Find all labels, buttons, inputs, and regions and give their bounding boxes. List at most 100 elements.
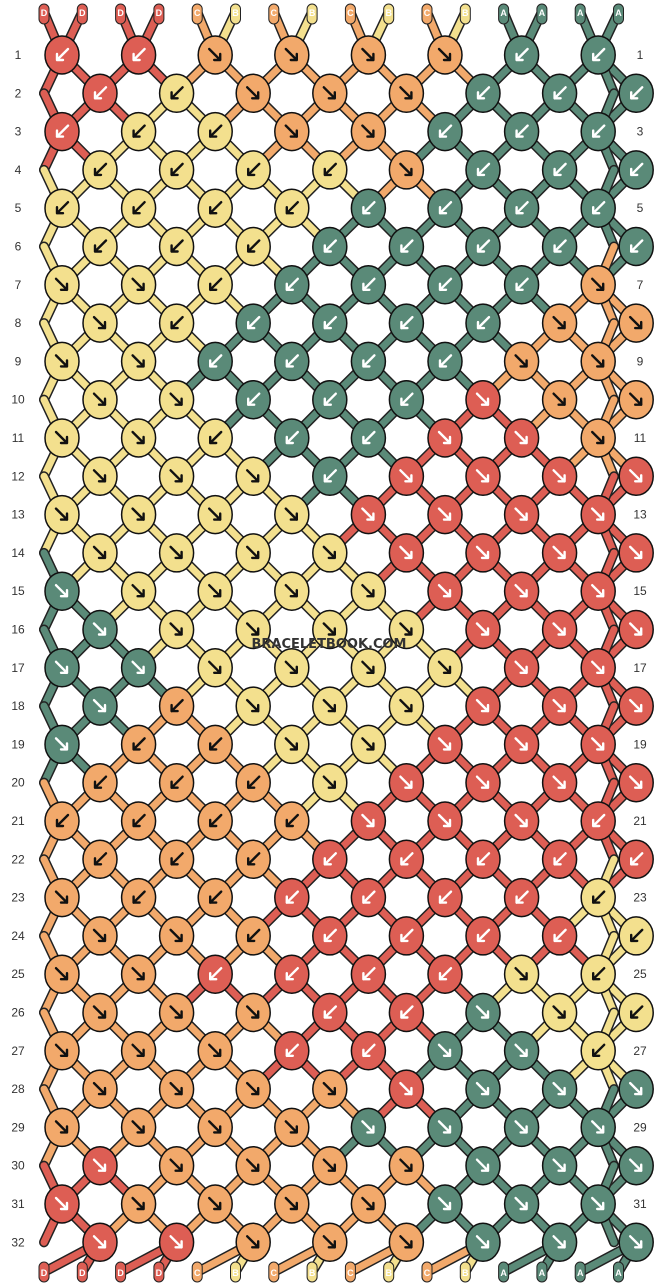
knot-arrow-icon	[629, 392, 643, 406]
knot	[235, 992, 271, 1033]
knot	[465, 456, 501, 497]
knot	[503, 877, 540, 918]
knot	[120, 188, 157, 228]
knot-arrow-icon	[132, 890, 146, 904]
top-strand-label: D	[41, 8, 48, 18]
knot-arrow-icon	[54, 584, 69, 598]
knot-arrow-icon	[552, 1081, 566, 1096]
knot	[503, 954, 540, 994]
knot	[82, 686, 118, 726]
knot-arrow-icon	[323, 162, 337, 177]
knot-arrow-icon	[246, 239, 261, 253]
knot	[541, 379, 578, 420]
knot	[82, 609, 118, 650]
knot-arrow-icon	[170, 852, 184, 866]
knot-arrow-icon	[54, 1196, 69, 1211]
knot	[580, 801, 616, 841]
knot-arrow-icon	[514, 430, 528, 445]
knot-arrow-icon	[92, 1158, 107, 1172]
knot	[274, 648, 310, 688]
knot-arrow-icon	[591, 430, 605, 445]
knot-arrow-icon	[514, 813, 528, 828]
knot	[503, 648, 540, 688]
knot	[350, 265, 387, 305]
knot	[197, 1107, 233, 1148]
knot	[580, 571, 616, 611]
knot	[158, 839, 195, 880]
knot-arrow-icon	[629, 622, 643, 636]
row-number: 14	[11, 546, 25, 560]
knot	[541, 303, 578, 343]
knot-arrow-icon	[284, 47, 298, 62]
knot-arrow-icon	[592, 200, 606, 215]
knot	[44, 724, 80, 765]
knot-arrow-icon	[323, 469, 337, 483]
bottom-strand-cap	[115, 1261, 127, 1283]
knot-arrow-icon	[284, 584, 298, 598]
knot	[465, 150, 501, 190]
knot	[503, 188, 540, 228]
knot-arrow-icon	[207, 1196, 222, 1211]
knot	[350, 571, 387, 611]
row-number: 15	[633, 584, 647, 598]
knot-arrow-icon	[169, 392, 183, 406]
row-number: 21	[633, 814, 647, 828]
row-number: 19	[11, 737, 25, 751]
bottom-strand-cap	[498, 1261, 510, 1283]
top-strand-cap	[76, 3, 88, 25]
knot-arrow-icon	[476, 315, 491, 330]
knot	[158, 762, 195, 803]
knot	[465, 609, 501, 650]
knot	[158, 73, 195, 114]
knot	[541, 456, 578, 497]
top-strand-cap	[306, 3, 318, 25]
knot-arrow-icon	[54, 1043, 69, 1058]
knot-arrow-icon	[437, 584, 452, 598]
knot	[503, 265, 540, 305]
top-strand-label: B	[309, 8, 316, 18]
knot-arrow-icon	[131, 277, 145, 291]
knot-arrow-icon	[592, 813, 606, 828]
knot-arrow-icon	[400, 315, 414, 330]
knot-arrow-icon	[285, 430, 299, 445]
knot-arrow-icon	[475, 392, 490, 406]
knot	[120, 801, 157, 841]
knot	[82, 73, 118, 114]
knot-arrow-icon	[54, 660, 69, 674]
knot-arrow-icon	[438, 354, 453, 368]
knot-arrow-icon	[131, 660, 145, 674]
knot-arrow-icon	[475, 1005, 490, 1019]
top-strand-label: A	[539, 8, 546, 18]
knot	[235, 456, 271, 497]
knot	[618, 226, 654, 267]
knot	[197, 724, 233, 765]
knot-arrow-icon	[591, 354, 605, 368]
knot-arrow-icon	[476, 852, 491, 866]
knot	[580, 1107, 616, 1148]
knot	[158, 303, 195, 343]
knot-arrow-icon	[55, 813, 70, 828]
knot-arrow-icon	[476, 162, 491, 177]
knot	[503, 1107, 540, 1148]
row-number: 15	[11, 584, 25, 598]
knot	[120, 877, 157, 918]
knot-arrow-icon	[93, 852, 108, 866]
knot-arrow-icon	[170, 775, 184, 789]
knot	[618, 609, 654, 650]
row-number: 17	[633, 661, 647, 675]
knot-arrow-icon	[208, 354, 223, 368]
knot-arrow-icon	[361, 1120, 375, 1134]
knot	[82, 839, 118, 880]
row-number: 13	[11, 508, 25, 522]
knot-arrow-icon	[208, 124, 223, 138]
bottom-strand-cap	[536, 1261, 548, 1283]
knot-arrow-icon	[208, 430, 223, 445]
knot-arrow-icon	[400, 239, 414, 253]
knot	[235, 1222, 271, 1263]
knot	[388, 1222, 425, 1263]
knot-arrow-icon	[323, 392, 337, 406]
top-strand-label: C	[424, 8, 431, 18]
knot	[541, 226, 578, 267]
bottom-strand-cap	[383, 1261, 395, 1283]
knot-arrow-icon	[323, 928, 337, 943]
